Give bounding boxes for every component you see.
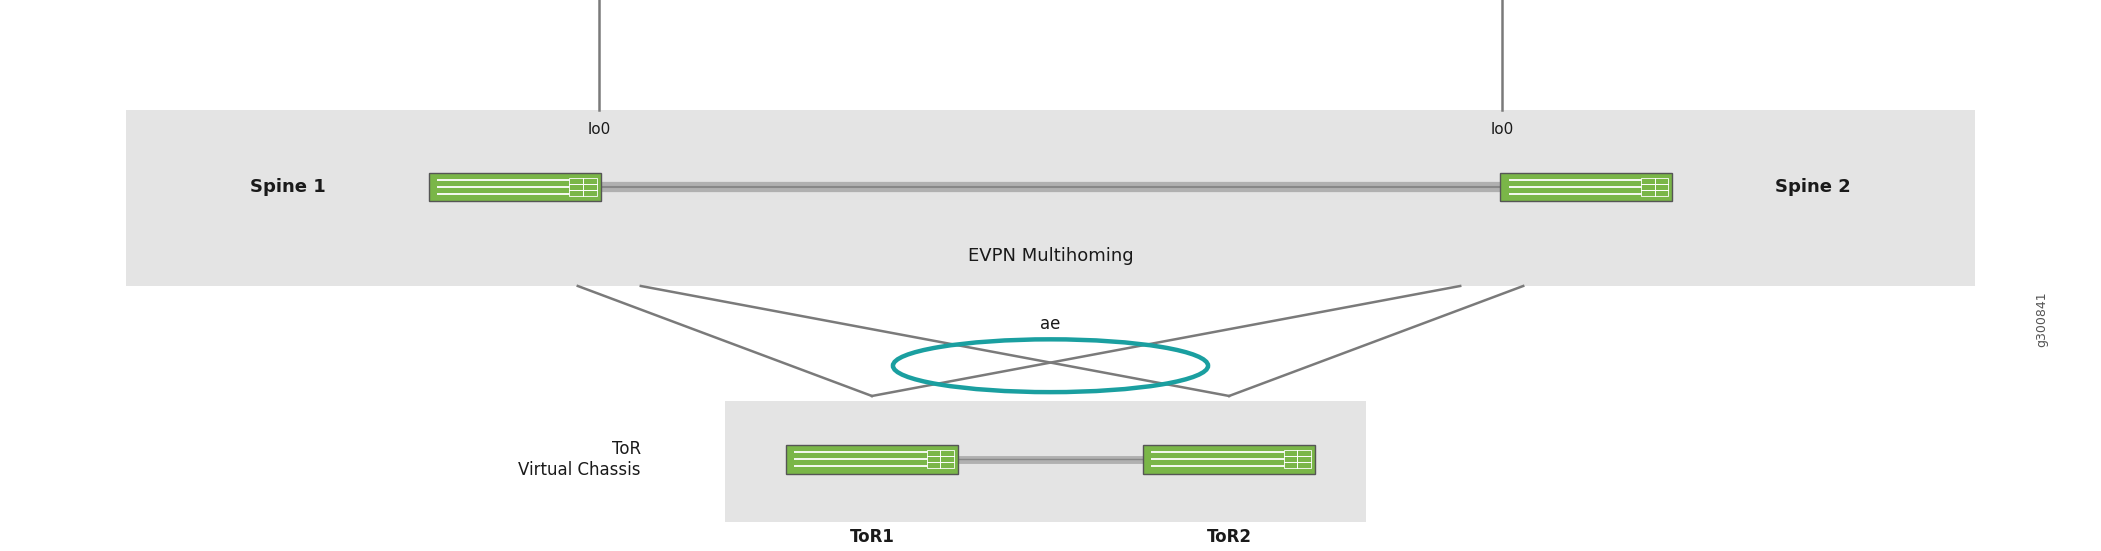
Text: Spine 1: Spine 1: [250, 178, 326, 196]
Text: g300841: g300841: [2036, 291, 2048, 347]
Bar: [1641, 178, 1668, 196]
Text: EVPN Multihoming: EVPN Multihoming: [969, 247, 1132, 264]
Text: ToR2: ToR2: [1206, 528, 1252, 546]
Bar: [1284, 450, 1311, 468]
Bar: [569, 178, 597, 196]
Text: ToR
Virtual Chassis: ToR Virtual Chassis: [519, 440, 641, 479]
Bar: [126, 110, 1975, 286]
Bar: [927, 450, 954, 468]
Bar: [1143, 445, 1315, 473]
Text: lo0: lo0: [1490, 122, 1515, 138]
Bar: [725, 402, 1366, 522]
Bar: [1500, 172, 1672, 201]
Text: Spine 2: Spine 2: [1775, 178, 1851, 196]
Bar: [786, 445, 958, 473]
Text: ae: ae: [1040, 315, 1061, 333]
Text: lo0: lo0: [586, 122, 611, 138]
Bar: [429, 172, 601, 201]
Text: ToR1: ToR1: [849, 528, 895, 546]
